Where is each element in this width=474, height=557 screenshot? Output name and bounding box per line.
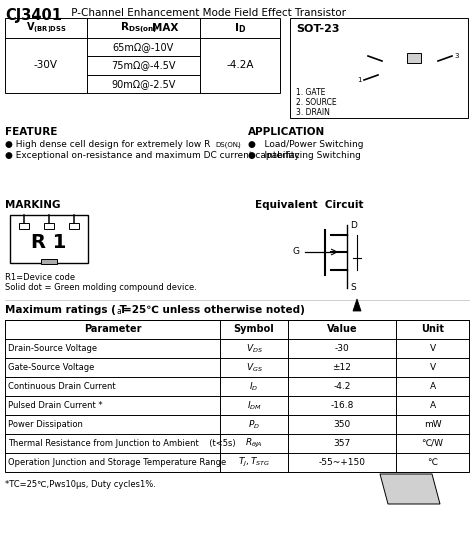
Text: Thermal Resistance from Junction to Ambient    (t<5s): Thermal Resistance from Junction to Ambi…	[8, 439, 236, 448]
Text: ●   Load/Power Switching: ● Load/Power Switching	[248, 140, 364, 149]
Text: a: a	[117, 307, 122, 316]
Text: 357: 357	[333, 439, 351, 448]
Text: D: D	[350, 221, 357, 229]
Bar	[41, 259, 57, 264]
Text: Equivalent  Circuit: Equivalent Circuit	[255, 200, 364, 210]
Text: V: V	[429, 344, 436, 353]
Text: 2. SOURCE: 2. SOURCE	[296, 98, 337, 107]
Polygon shape	[380, 474, 440, 504]
Bar	[407, 53, 421, 63]
Text: S: S	[350, 284, 356, 292]
Text: A: A	[429, 401, 436, 410]
Polygon shape	[353, 299, 361, 311]
Text: 3: 3	[454, 53, 458, 59]
Text: Parameter: Parameter	[84, 325, 141, 335]
Text: Symbol: Symbol	[234, 325, 274, 335]
Bar	[10, 215, 88, 263]
Text: CJ3401: CJ3401	[5, 8, 62, 23]
Text: -30: -30	[335, 344, 349, 353]
Text: $\mathbf{R_{DS(on)}}$: $\mathbf{R_{DS(on)}}$	[120, 21, 157, 35]
Text: FEATURE: FEATURE	[5, 127, 57, 137]
Text: SOT-23: SOT-23	[296, 24, 339, 34]
Text: Operation Junction and Storage Temperature Range: Operation Junction and Storage Temperatu…	[8, 458, 226, 467]
Text: Gate-Source Voltage: Gate-Source Voltage	[8, 363, 94, 372]
Text: MARKING: MARKING	[5, 200, 61, 210]
Text: APPLICATION: APPLICATION	[248, 127, 325, 137]
Text: R 1: R 1	[31, 232, 67, 252]
Text: $I_{D}$: $I_{D}$	[249, 380, 259, 393]
Bar	[5, 320, 469, 472]
Bar	[19, 223, 29, 229]
Text: Drain-Source Voltage: Drain-Source Voltage	[8, 344, 97, 353]
Text: ● Exceptional on-resistance and maximum DC current capability: ● Exceptional on-resistance and maximum …	[5, 151, 300, 160]
Text: Maximum ratings ( T: Maximum ratings ( T	[5, 305, 127, 315]
Text: ●   Interfacing Switching: ● Interfacing Switching	[248, 151, 361, 160]
Text: mW: mW	[424, 420, 441, 429]
Text: P-Channel Enhancement Mode Field Effect Transistor: P-Channel Enhancement Mode Field Effect …	[68, 8, 346, 18]
Text: $I_{DM}$: $I_{DM}$	[246, 399, 262, 412]
Text: Power Dissipation: Power Dissipation	[8, 420, 83, 429]
Text: A: A	[429, 382, 436, 391]
Bar	[290, 18, 468, 118]
Text: Unit: Unit	[421, 325, 444, 335]
Text: -16.8: -16.8	[330, 401, 354, 410]
Text: 90mΩ@-2.5V: 90mΩ@-2.5V	[111, 79, 176, 89]
Text: ±12: ±12	[333, 363, 351, 372]
Text: *TC=25℃,Pws10μs, Duty cycles1%.: *TC=25℃,Pws10μs, Duty cycles1%.	[5, 480, 156, 489]
Text: $V_{DS}$: $V_{DS}$	[246, 342, 263, 355]
Text: $R_{\theta JA}$: $R_{\theta JA}$	[245, 437, 263, 450]
Text: -30V: -30V	[34, 61, 58, 71]
Text: ● High dense cell design for extremely low R: ● High dense cell design for extremely l…	[5, 140, 210, 149]
Text: Continuous Drain Current: Continuous Drain Current	[8, 382, 116, 391]
Text: V: V	[429, 363, 436, 372]
Text: Value: Value	[327, 325, 357, 335]
Text: 1: 1	[357, 77, 362, 83]
Text: $P_{D}$: $P_{D}$	[248, 418, 260, 431]
Text: $\mathbf{I_D}$: $\mathbf{I_D}$	[234, 21, 246, 35]
Text: R1=Device code: R1=Device code	[5, 273, 75, 282]
Bar	[69, 223, 79, 229]
Text: Pulsed Drain Current *: Pulsed Drain Current *	[8, 401, 103, 410]
Text: ℃/W: ℃/W	[421, 439, 444, 448]
Text: 65mΩ@-10V: 65mΩ@-10V	[113, 42, 174, 52]
Text: 1. GATE: 1. GATE	[296, 88, 325, 97]
Text: $V_{GS}$: $V_{GS}$	[246, 361, 263, 374]
Text: =25℃ unless otherwise noted): =25℃ unless otherwise noted)	[123, 305, 305, 315]
Text: -4.2A: -4.2A	[226, 61, 254, 71]
Text: G: G	[293, 247, 300, 257]
Text: DS(ON): DS(ON)	[215, 141, 241, 148]
Text: ℃: ℃	[428, 458, 438, 467]
Text: .: .	[237, 140, 240, 149]
Text: -4.2: -4.2	[333, 382, 351, 391]
Text: 3. DRAIN: 3. DRAIN	[296, 108, 330, 117]
Text: Solid dot = Green molding compound device.: Solid dot = Green molding compound devic…	[5, 283, 197, 292]
Bar	[44, 223, 54, 229]
Text: 75mΩ@-4.5V: 75mΩ@-4.5V	[111, 61, 176, 71]
Text: 350: 350	[333, 420, 351, 429]
Text: -55~+150: -55~+150	[319, 458, 365, 467]
Text: $T_J,T_{STG}$: $T_J,T_{STG}$	[238, 456, 270, 469]
Bar	[5, 18, 280, 93]
Text: MAX: MAX	[152, 23, 179, 33]
Text: $\mathbf{V_{(BR)DSS}}$: $\mathbf{V_{(BR)DSS}}$	[26, 21, 66, 35]
